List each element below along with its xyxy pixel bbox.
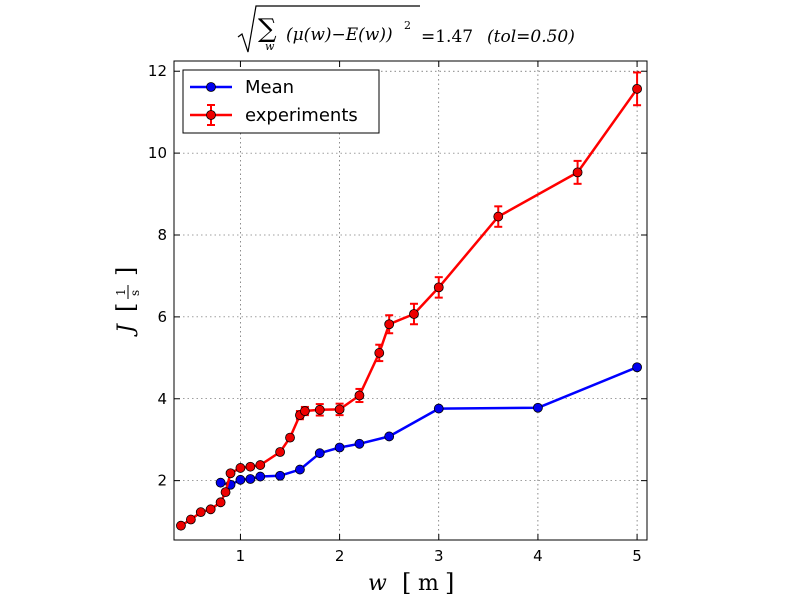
x-axis-variable: w (368, 571, 387, 596)
data-point (374, 348, 385, 358)
legend-label-mean: Mean (245, 77, 294, 98)
series-layer (176, 71, 642, 531)
data-point (493, 211, 504, 222)
data-point (632, 362, 642, 373)
legend-label-experiments: experiments (245, 105, 358, 126)
data-point (245, 474, 256, 484)
series-line (220, 366, 638, 486)
sqrt-sign (237, 5, 420, 53)
title-sum-index: w (265, 40, 275, 53)
y-tick-label: 8 (157, 226, 167, 244)
data-point (275, 447, 286, 457)
data-point (185, 514, 196, 525)
data-point (354, 438, 365, 449)
data-point (409, 309, 419, 319)
data-point (215, 477, 226, 488)
data-point (334, 442, 345, 453)
y-tick-label: 10 (148, 144, 167, 162)
series-mean (215, 362, 642, 490)
title-value: =1.47 (421, 27, 473, 47)
legend-marker-mean (206, 82, 216, 92)
data-point (275, 470, 286, 481)
data-point (225, 468, 236, 479)
data-point (295, 464, 305, 475)
data-point (195, 507, 206, 518)
chart-title: ∑ w (μ(w)−E(w)) 2 =1.47 (tol=0.50) (237, 5, 575, 53)
data-point (176, 520, 186, 531)
data-point (285, 432, 295, 443)
legend-item-mean: Mean (190, 77, 294, 98)
y-axis-unit-numerator: 1 (114, 288, 128, 296)
data-point (255, 460, 266, 470)
data-point (245, 461, 256, 472)
legend-item-experiments: experiments (190, 104, 358, 126)
data-point (314, 404, 325, 415)
x-tick-label: 5 (632, 547, 642, 565)
x-tick-label: 4 (533, 547, 543, 565)
x-tick-label: 2 (335, 547, 345, 565)
legend-box (182, 69, 380, 134)
series-experiments (176, 71, 642, 531)
y-tick-label: 4 (157, 390, 167, 408)
data-point (235, 474, 246, 485)
data-point (215, 497, 226, 508)
y-axis-variable: J (114, 323, 139, 337)
data-point (255, 471, 266, 482)
y-axis-bracket-right: ] (112, 267, 140, 276)
x-tick-label: 3 (434, 547, 444, 565)
data-point (354, 390, 365, 401)
x-axis-bracket-left: [ (402, 569, 411, 597)
legend-marker-experiments (206, 110, 216, 120)
legend: Mean experiments (182, 69, 380, 134)
y-tick-label: 2 (157, 472, 167, 490)
grid-lines (174, 61, 647, 540)
x-axis-label: w [ m ] (368, 569, 454, 597)
title-sigma: ∑ (258, 14, 277, 44)
data-point (632, 83, 642, 94)
data-point (433, 403, 444, 414)
x-tick-label: 1 (236, 547, 246, 565)
y-tick-label: 12 (148, 62, 167, 80)
data-point (205, 504, 216, 515)
x-axis-bracket-right: ] (445, 569, 454, 597)
data-point (220, 487, 231, 498)
data-point (384, 431, 395, 442)
title-expression: (μ(w)−E(w)) (286, 25, 393, 45)
title-exponent: 2 (404, 19, 411, 32)
title-tolerance: (tol=0.50) (487, 27, 575, 47)
data-point (433, 282, 444, 293)
y-axis-label: J [ 1 s ] (112, 267, 142, 337)
data-point (533, 402, 543, 413)
data-point (299, 406, 310, 416)
data-point (334, 404, 345, 415)
data-point (572, 167, 583, 178)
series-line (180, 88, 639, 527)
plot-frame (173, 60, 648, 541)
y-axis-unit-denominator: s (128, 290, 142, 296)
y-tick-label: 6 (157, 308, 167, 326)
data-point (384, 319, 395, 330)
data-point (314, 448, 325, 459)
x-axis-unit: m (418, 571, 439, 596)
y-axis-bracket-left: [ (112, 303, 140, 312)
data-point (235, 463, 246, 473)
